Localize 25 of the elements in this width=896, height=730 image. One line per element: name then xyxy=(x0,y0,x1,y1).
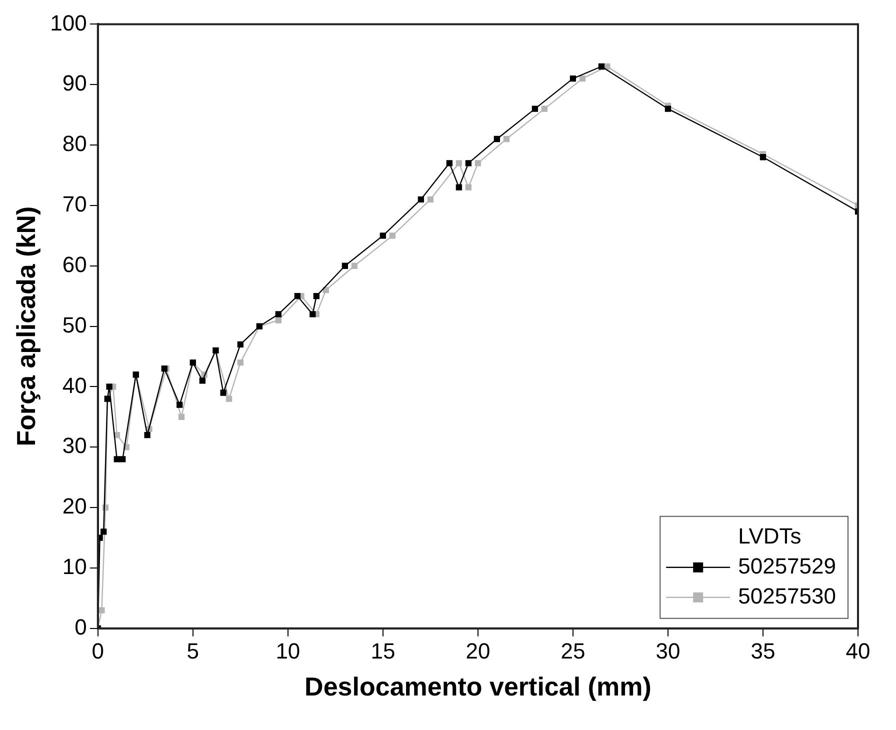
y-tick-label: 30 xyxy=(62,433,87,458)
x-tick-label: 35 xyxy=(750,638,776,664)
y-tick-label: 100 xyxy=(50,10,87,36)
y-tick-label: 70 xyxy=(62,192,87,217)
x-tick-label: 40 xyxy=(846,638,870,664)
y-tick-label: 0 xyxy=(74,614,87,640)
x-tick-label: 5 xyxy=(186,638,200,664)
y-tick-label: 60 xyxy=(62,252,87,277)
y-tick-label: 50 xyxy=(62,312,87,338)
y-tick-label: 10 xyxy=(62,554,87,580)
y-tick-label: 40 xyxy=(62,372,87,398)
x-tick-label: 15 xyxy=(370,638,396,664)
x-tick-label: 10 xyxy=(276,638,300,664)
legend-title: LVDTs xyxy=(738,523,802,548)
y-axis-title: Força aplicada (kN) xyxy=(10,206,41,446)
legend-label: 50257529 xyxy=(738,553,836,578)
y-tick-label: 20 xyxy=(62,494,87,519)
y-tick-label: 90 xyxy=(62,70,87,96)
y-tick-label: 80 xyxy=(62,131,87,156)
x-axis-title: Deslocamento vertical (mm) xyxy=(304,672,652,702)
x-tick-label: 0 xyxy=(92,638,104,664)
legend-label: 50257530 xyxy=(738,583,836,608)
x-tick-label: 25 xyxy=(560,638,586,664)
x-tick-label: 20 xyxy=(466,638,490,664)
x-tick-label: 30 xyxy=(656,638,680,664)
